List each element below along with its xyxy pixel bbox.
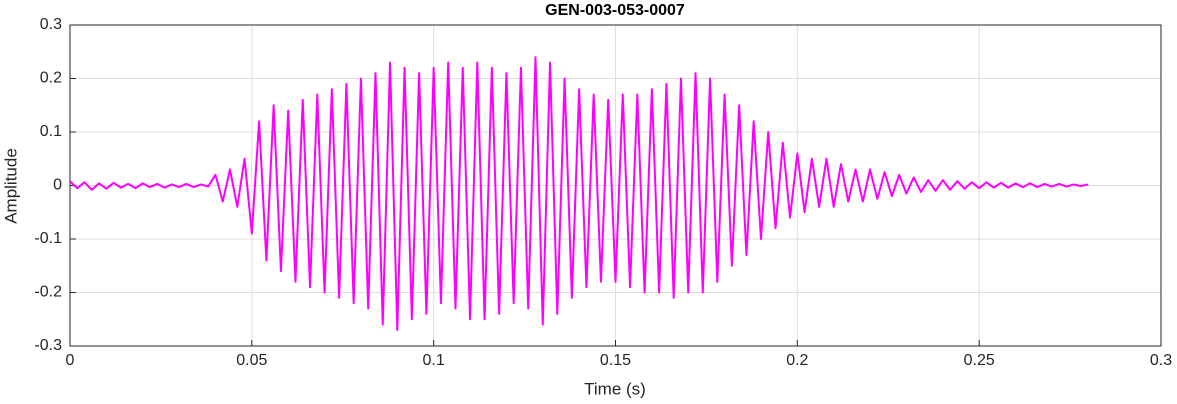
x-tick-label: 0.15 [600, 352, 631, 369]
waveform-line [69, 56, 1089, 331]
x-tick-label: 0.25 [964, 352, 995, 369]
y-tick-label: 0 [53, 177, 62, 194]
x-axis-label: Time (s) [584, 379, 646, 398]
x-tick-label: 0.2 [786, 352, 808, 369]
x-tick-label: 0.1 [423, 352, 445, 369]
x-tick-label: 0.05 [236, 352, 267, 369]
y-tick-label: 0.2 [40, 70, 62, 87]
y-axis-label: Amplitude [1, 148, 20, 224]
y-tick-label: 0.3 [40, 16, 62, 33]
x-tick-label: 0.3 [1150, 352, 1172, 369]
plot-frame [69, 24, 1162, 347]
x-tick-label: 0 [66, 352, 75, 369]
y-tick-label: -0.2 [34, 284, 62, 301]
y-tick-label: -0.1 [34, 230, 62, 247]
y-tick-label: -0.3 [34, 337, 62, 354]
chart-title: GEN-003-053-0007 [545, 2, 685, 19]
y-tick-label: 0.1 [40, 123, 62, 140]
